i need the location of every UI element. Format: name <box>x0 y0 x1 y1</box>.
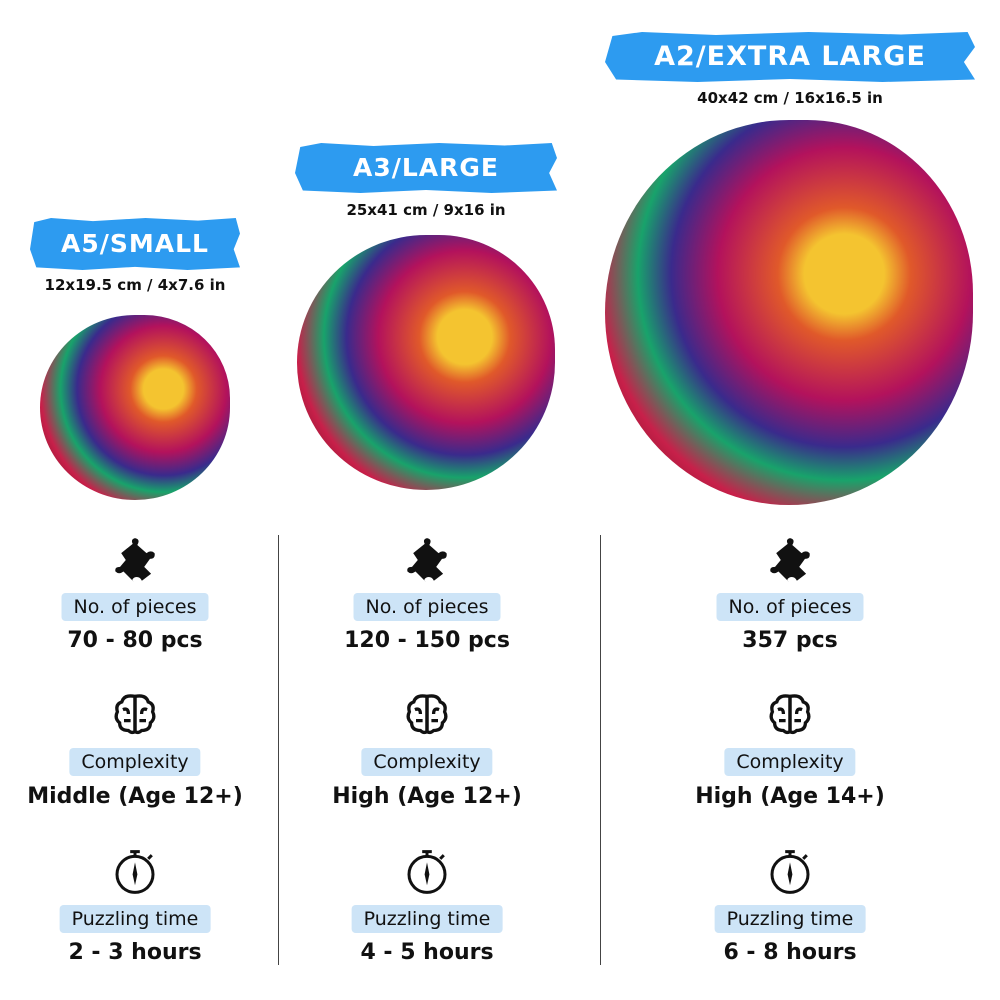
puzzle-piece-icon <box>112 537 158 583</box>
complexity-label: Complexity <box>361 748 493 776</box>
brain-icon <box>768 692 812 736</box>
size-dims-a3: 25x41 cm / 9x16 in <box>346 201 506 219</box>
pieces-value: 357 pcs <box>742 628 838 653</box>
pieces-value: 120 - 150 pcs <box>344 628 510 653</box>
pieces-label: No. of pieces <box>353 593 501 621</box>
stopwatch-icon <box>766 848 814 896</box>
size-banner-a2: A2/EXTRA LARGE <box>605 32 975 82</box>
size-banner-a5: A5/SMALL <box>30 218 240 270</box>
lion-puzzle-image-small <box>40 315 230 500</box>
complexity-value: High (Age 12+) <box>332 784 522 809</box>
complexity-label: Complexity <box>69 748 201 776</box>
time-label: Puzzling time <box>351 905 503 933</box>
puzzle-piece-icon <box>404 537 450 583</box>
pieces-value: 70 - 80 pcs <box>67 628 203 653</box>
brain-icon <box>405 692 449 736</box>
puzzle-piece-icon <box>767 537 813 583</box>
complexity-value: High (Age 14+) <box>695 784 885 809</box>
column-divider <box>600 535 601 965</box>
complexity-value: Middle (Age 12+) <box>27 784 243 809</box>
column-divider <box>278 535 279 965</box>
time-label: Puzzling time <box>59 905 211 933</box>
size-banner-a3: A3/LARGE <box>295 143 557 193</box>
lion-puzzle-image-extra-large <box>605 120 973 505</box>
complexity-label: Complexity <box>724 748 856 776</box>
stopwatch-icon <box>403 848 451 896</box>
time-label: Puzzling time <box>714 905 866 933</box>
size-dims-a5: 12x19.5 cm / 4x7.6 in <box>44 276 226 294</box>
time-value: 6 - 8 hours <box>723 940 857 965</box>
time-value: 2 - 3 hours <box>68 940 202 965</box>
stopwatch-icon <box>111 848 159 896</box>
lion-puzzle-image-large <box>297 235 555 490</box>
time-value: 4 - 5 hours <box>360 940 494 965</box>
pieces-label: No. of pieces <box>716 593 864 621</box>
size-dims-a2: 40x42 cm / 16x16.5 in <box>697 89 883 107</box>
pieces-label: No. of pieces <box>61 593 209 621</box>
brain-icon <box>113 692 157 736</box>
